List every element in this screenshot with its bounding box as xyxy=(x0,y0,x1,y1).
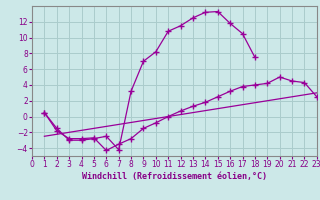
X-axis label: Windchill (Refroidissement éolien,°C): Windchill (Refroidissement éolien,°C) xyxy=(82,172,267,181)
